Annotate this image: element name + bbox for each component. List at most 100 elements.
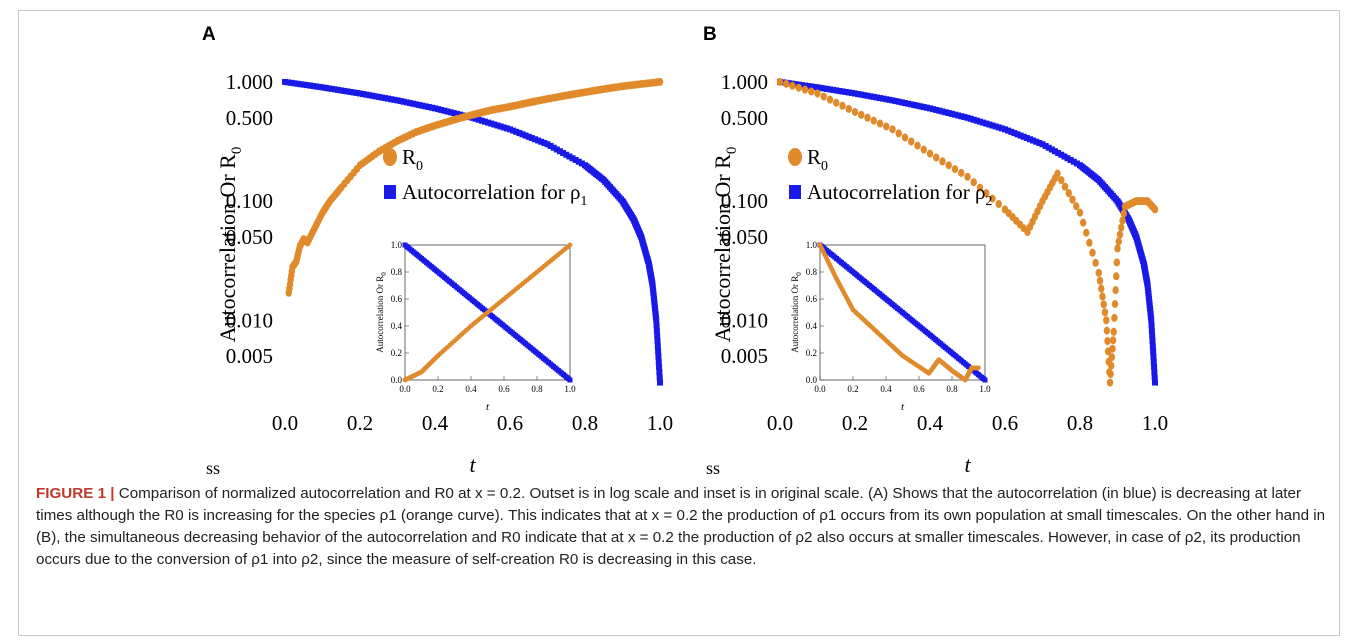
autocorrelation-point — [353, 89, 360, 96]
autocorrelation-point — [500, 124, 507, 131]
autocorrelation-point — [1149, 343, 1156, 350]
y-tick-label: 0.050 — [226, 225, 273, 249]
inset-y-tick-label: 0.0 — [391, 375, 403, 385]
autocorrelation-point — [657, 379, 663, 386]
autocorrelation-point — [1150, 348, 1157, 355]
autocorrelation-point — [310, 83, 317, 90]
legend-label: Autocorrelation for ρ1 — [402, 180, 587, 209]
y-axis-label-sub: 0 — [229, 147, 245, 155]
autocorrelation-point — [1151, 374, 1158, 381]
autocorrelation-point — [656, 374, 663, 381]
autocorrelation-point — [852, 90, 858, 97]
autocorrelation-point — [1033, 138, 1040, 145]
autocorrelation-point — [655, 358, 662, 365]
inset-x-tick-label: 0.2 — [847, 384, 858, 394]
y-tick-label: 0.500 — [721, 106, 768, 130]
autocorrelation-point — [294, 80, 301, 87]
r0-point — [1096, 276, 1104, 285]
r0-point — [958, 168, 965, 177]
autocorrelation-point — [475, 116, 482, 123]
autocorrelation-point — [653, 317, 660, 324]
r0-point — [1116, 230, 1124, 239]
autocorrelation-point — [397, 98, 404, 105]
r0-point — [970, 178, 977, 187]
autocorrelation-point — [655, 348, 662, 355]
y-tick-label: 0.005 — [226, 344, 273, 368]
autocorrelation-point — [1151, 369, 1158, 376]
autocorrelation-point — [482, 118, 488, 125]
r0-point — [1100, 300, 1107, 309]
r0-point — [1120, 209, 1127, 218]
autocorrelation-point — [817, 84, 824, 91]
autocorrelation-point — [560, 149, 567, 156]
autocorrelation-point — [958, 113, 965, 120]
r0-point — [1119, 216, 1126, 225]
autocorrelation-point — [927, 105, 933, 112]
inset-y-tick-label: 0.6 — [806, 294, 818, 304]
legend-label-main: R — [402, 145, 416, 169]
legend-marker-square — [789, 185, 801, 199]
autocorrelation-point — [961, 114, 968, 121]
y-axis-label: Autocorrelation Or R0 — [215, 147, 245, 343]
autocorrelation-point — [1152, 379, 1158, 386]
r0-point — [1098, 284, 1105, 293]
autocorrelation-point — [366, 92, 373, 99]
legend-label-main: Autocorrelation for ρ — [807, 180, 985, 204]
legend-label: Autocorrelation for ρ2 — [807, 180, 992, 209]
r0-point — [1112, 286, 1119, 295]
autocorrelation-point — [1011, 130, 1018, 137]
r0-point — [914, 141, 921, 150]
autocorrelation-point — [428, 104, 435, 111]
inset-y-tick-label: 0.4 — [806, 321, 818, 331]
autocorrelation-point — [864, 92, 871, 99]
r0-point — [1089, 248, 1096, 257]
r0-point — [808, 87, 815, 96]
autocorrelation-point — [653, 322, 660, 329]
r0-point — [1104, 337, 1111, 346]
autocorrelation-point — [889, 97, 896, 104]
autocorrelation-point — [435, 106, 442, 113]
inset-y-tick-label: 1.0 — [806, 240, 818, 250]
autocorrelation-point — [1036, 139, 1043, 146]
autocorrelation-point — [967, 115, 974, 122]
autocorrelation-point — [970, 116, 977, 123]
autocorrelation-point — [347, 88, 354, 95]
autocorrelation-point — [895, 98, 902, 105]
autocorrelation-point — [416, 102, 423, 109]
autocorrelation-point — [808, 83, 815, 90]
x-tick-label: 0.8 — [572, 411, 598, 435]
autocorrelation-point — [1045, 144, 1052, 151]
autocorrelation-point — [654, 332, 661, 339]
autocorrelation-point — [995, 124, 1002, 131]
autocorrelation-point — [1064, 155, 1071, 162]
legend-marker-circle — [788, 148, 802, 166]
r0-point — [870, 116, 877, 125]
autocorrelation-point — [363, 91, 370, 98]
autocorrelation-point — [332, 86, 338, 93]
autocorrelation-point — [820, 85, 827, 92]
r0-point — [908, 137, 915, 146]
figure-frame — [18, 10, 1340, 636]
figure-caption: FIGURE 1 | Comparison of normalized auto… — [36, 483, 1326, 571]
panel-a-ss-text: ss — [206, 458, 221, 478]
autocorrelation-point — [1039, 141, 1046, 148]
autocorrelation-point — [811, 83, 818, 90]
inset-r0-point — [567, 242, 573, 248]
autocorrelation-point — [930, 106, 937, 113]
autocorrelation-point — [845, 89, 852, 96]
inset-x-tick-label: 0.0 — [399, 384, 411, 394]
autocorrelation-point — [307, 82, 313, 89]
autocorrelation-point — [1020, 133, 1027, 140]
autocorrelation-point — [572, 156, 579, 163]
autocorrelation-point — [992, 123, 999, 130]
r0-point — [1118, 223, 1125, 232]
x-tick-label: 1.0 — [1142, 411, 1168, 435]
autocorrelation-point — [653, 327, 660, 334]
r0-point — [964, 172, 971, 181]
autocorrelation-point — [654, 338, 661, 345]
autocorrelation-point — [432, 105, 438, 112]
r0-point — [901, 133, 909, 142]
autocorrelation-point — [1150, 353, 1157, 360]
autocorrelation-point — [335, 86, 342, 93]
